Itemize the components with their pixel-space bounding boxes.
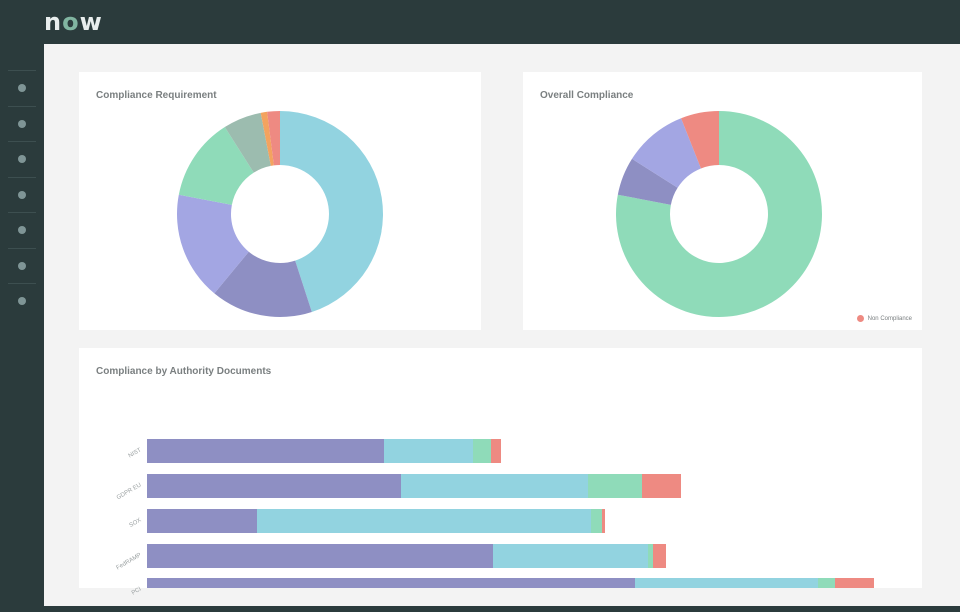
bar-segment[interactable] [653, 544, 666, 568]
bar-segment[interactable] [147, 439, 384, 463]
donut-slice[interactable] [178, 127, 254, 205]
bar-segment[interactable] [147, 474, 401, 498]
bar-segment[interactable] [401, 474, 588, 498]
sidebar [0, 44, 44, 606]
now-logo[interactable]: now [44, 8, 103, 36]
card-title: Compliance by Authority Documents [96, 366, 272, 377]
dot-icon [18, 297, 26, 305]
bar-segment[interactable] [591, 509, 602, 533]
compliance-requirement-donut [177, 111, 383, 317]
sidebar-item-1[interactable] [8, 70, 36, 106]
bar-segment[interactable] [473, 439, 491, 463]
donut-slice[interactable] [260, 111, 274, 166]
top-bar: now [0, 0, 960, 44]
bar-segment[interactable] [588, 474, 642, 498]
legend-swatch [856, 315, 864, 322]
sidebar-item-2[interactable] [8, 106, 36, 142]
bar-segment[interactable] [818, 578, 835, 588]
bar-segment[interactable] [147, 544, 493, 568]
bar-segment[interactable] [491, 439, 501, 463]
dot-icon [18, 84, 26, 92]
bar-segment[interactable] [648, 544, 653, 568]
chart-legend[interactable]: Non Compliance [856, 315, 912, 322]
donut-slice[interactable] [617, 158, 678, 205]
donut-slice[interactable] [632, 118, 701, 188]
y-axis-label: PCI [130, 586, 143, 597]
compliance-requirement-card: Compliance Requirement [79, 72, 481, 330]
bar-segment[interactable] [493, 544, 648, 568]
sidebar-item-3[interactable] [8, 141, 36, 177]
bar-segment[interactable] [635, 578, 818, 588]
dot-icon [18, 155, 26, 163]
donut-slice[interactable] [214, 251, 312, 317]
overall-compliance-donut [616, 111, 822, 317]
authority-documents-bar-chart [147, 439, 874, 588]
dot-icon [18, 120, 26, 128]
dashboard-content: Compliance Requirement Overall Complianc… [44, 44, 960, 606]
overall-compliance-card: Overall Compliance Non Compliance [523, 72, 922, 330]
legend-label: Non Compliance [867, 315, 912, 322]
dot-icon [18, 191, 26, 199]
sidebar-item-5[interactable] [8, 212, 36, 248]
authority-documents-card: Compliance by Authority Documents NIST GD… [79, 348, 922, 597]
bar-segment[interactable] [257, 509, 591, 533]
bar-segment[interactable] [147, 509, 257, 533]
donut-slice[interactable] [280, 111, 383, 312]
sidebar-item-6[interactable] [8, 248, 36, 284]
donut-slice[interactable] [681, 111, 719, 169]
donut-slice[interactable] [616, 111, 822, 317]
dot-icon [18, 262, 26, 270]
card-title: Overall Compliance [540, 90, 634, 101]
sidebar-item-7[interactable] [8, 283, 36, 319]
bar-segment[interactable] [147, 578, 635, 588]
card-title: Compliance Requirement [96, 90, 217, 101]
dot-icon [18, 226, 26, 234]
bar-segment[interactable] [384, 439, 473, 463]
bar-segment[interactable] [835, 578, 874, 588]
sidebar-item-4[interactable] [8, 177, 36, 213]
bar-segment[interactable] [602, 509, 605, 533]
donut-slice[interactable] [177, 194, 249, 294]
donut-slice[interactable] [267, 111, 280, 166]
bar-segment[interactable] [642, 474, 681, 498]
donut-slice[interactable] [224, 112, 271, 173]
